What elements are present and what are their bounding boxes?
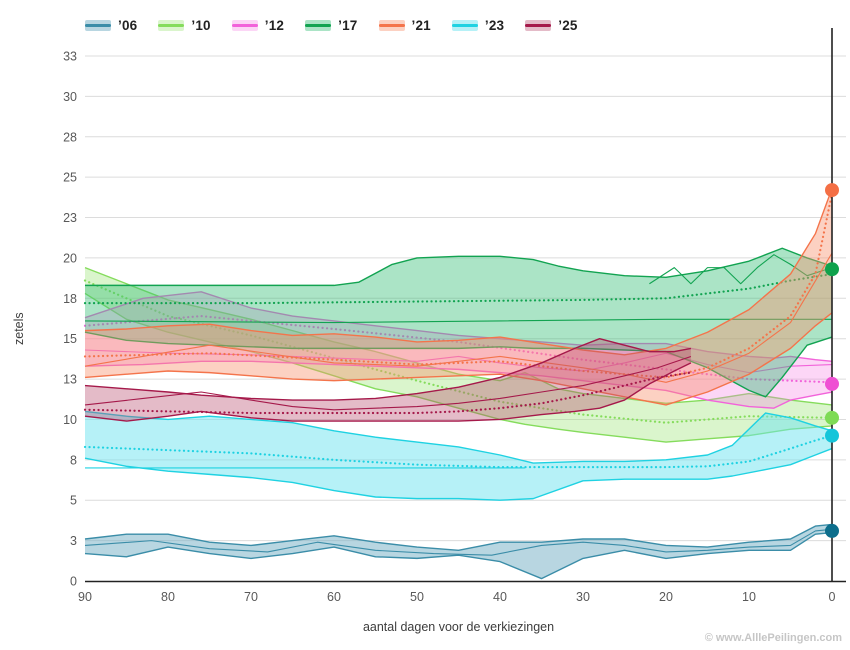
legend-swatch-line-25: [525, 24, 552, 27]
legend-item-17[interactable]: ’17: [305, 18, 357, 33]
series-inner-line-17: [649, 254, 833, 285]
legend-label-23: ’23: [484, 18, 505, 33]
y-tick-label: 25: [63, 171, 77, 185]
end-dot-12: [825, 376, 839, 391]
legend-swatch-06: [85, 20, 111, 31]
y-tick-label: 28: [63, 130, 77, 144]
series-lo-line-23: [84, 447, 833, 501]
series-hi-line-23: [84, 410, 833, 464]
series-lo-line-10: [84, 292, 833, 443]
x-tick-label: 90: [78, 590, 92, 604]
y-tick-label: 18: [63, 292, 77, 306]
end-dot-17: [825, 262, 839, 277]
legend-label-06: ’06: [118, 18, 138, 33]
series-hi-line-10: [84, 266, 833, 406]
legend-swatch-10: [158, 20, 185, 31]
series-average-dotted-12: [83, 314, 834, 384]
series-band-25: [85, 338, 691, 422]
x-tick-label: 20: [659, 590, 673, 604]
x-tick-label: 40: [493, 590, 507, 604]
y-tick-label: 8: [70, 453, 77, 467]
series-band-23: [85, 411, 832, 501]
legend-swatch-line-23: [451, 24, 478, 27]
legend-label-10: ’10: [191, 18, 211, 33]
legend-label-17: ’17: [338, 18, 358, 33]
x-tick-label: 60: [327, 590, 341, 604]
y-tick-label: 10: [63, 413, 77, 427]
x-tick-label: 80: [161, 590, 175, 604]
series-lo-line-17: [84, 331, 833, 398]
legend-swatch-line-06: [85, 24, 111, 27]
series-lo-line-12: [84, 360, 833, 409]
x-tick-label: 50: [410, 590, 424, 604]
x-tick-label: 0: [829, 590, 836, 604]
legend-swatch-line-17: [305, 24, 332, 27]
end-dot-21: [825, 183, 839, 198]
series-inner-line-25: [84, 355, 692, 411]
series-average-dotted-25: [83, 371, 693, 415]
legend-label-12: ’12: [264, 18, 285, 33]
legend-swatch-line-21: [378, 24, 405, 27]
series-hi-line-25: [84, 337, 692, 401]
series-band-06: [85, 524, 832, 579]
end-dot-10: [825, 410, 839, 425]
x-tick-label: 10: [742, 590, 756, 604]
legend-swatch-line-12: [231, 24, 258, 27]
watermark: © www.AlllePeilingen.com: [704, 632, 842, 644]
end-dot-23: [825, 428, 839, 443]
legend-label-21: ’21: [411, 18, 431, 33]
y-tick-label: 3: [70, 534, 77, 548]
end-dot-06: [825, 523, 839, 538]
series-average-dotted-21: [83, 192, 834, 379]
y-tick-label: 0: [70, 575, 77, 589]
series-lo-line-06: [84, 531, 833, 580]
series-lo-line-21: [84, 312, 833, 406]
legend-item-21[interactable]: ’21: [378, 18, 431, 33]
series-band-21: [85, 188, 832, 405]
legend: ’06 ’10 ’12 ’17 ’21 ’23 ’25: [85, 18, 578, 33]
legend-swatch-21: [378, 20, 405, 31]
series-average-dotted-23: [83, 434, 834, 469]
series-band-12: [85, 291, 832, 409]
series-hi-line-06: [84, 523, 833, 552]
legend-label-25: ’25: [558, 18, 578, 33]
legend-item-06[interactable]: ’06: [85, 18, 137, 33]
x-axis-title: aantal dagen voor de verkiezingen: [362, 620, 555, 634]
series-inner-line-21: [84, 252, 833, 383]
legend-item-12[interactable]: ’12: [231, 18, 285, 33]
y-tick-label: 13: [63, 373, 77, 387]
y-tick-label: 20: [63, 251, 77, 265]
y-axis-title: zetels: [12, 312, 26, 345]
legend-item-10[interactable]: ’10: [158, 18, 211, 33]
legend-item-25[interactable]: ’25: [525, 18, 577, 33]
series-inner-line-06: [84, 528, 833, 556]
legend-item-23[interactable]: ’23: [451, 18, 505, 33]
series-inner-line-17: [84, 318, 832, 324]
y-tick-label: 23: [63, 211, 77, 225]
legend-swatch-25: [525, 20, 552, 31]
series-hi-line-21: [84, 188, 833, 356]
x-tick-label: 30: [576, 590, 590, 604]
series-average-dotted-17: [83, 272, 834, 305]
series-lo-line-25: [84, 362, 692, 422]
y-tick-label: 33: [63, 50, 77, 64]
legend-swatch-17: [305, 20, 332, 31]
x-tick-label: 70: [244, 590, 258, 604]
legend-swatch-12: [231, 20, 258, 31]
series-hi-line-17: [85, 247, 833, 287]
legend-swatch-23: [451, 20, 478, 31]
y-tick-label: 5: [70, 494, 77, 508]
y-tick-label: 30: [63, 90, 77, 104]
y-tick-label: 15: [63, 332, 77, 346]
legend-swatch-line-10: [158, 24, 185, 27]
